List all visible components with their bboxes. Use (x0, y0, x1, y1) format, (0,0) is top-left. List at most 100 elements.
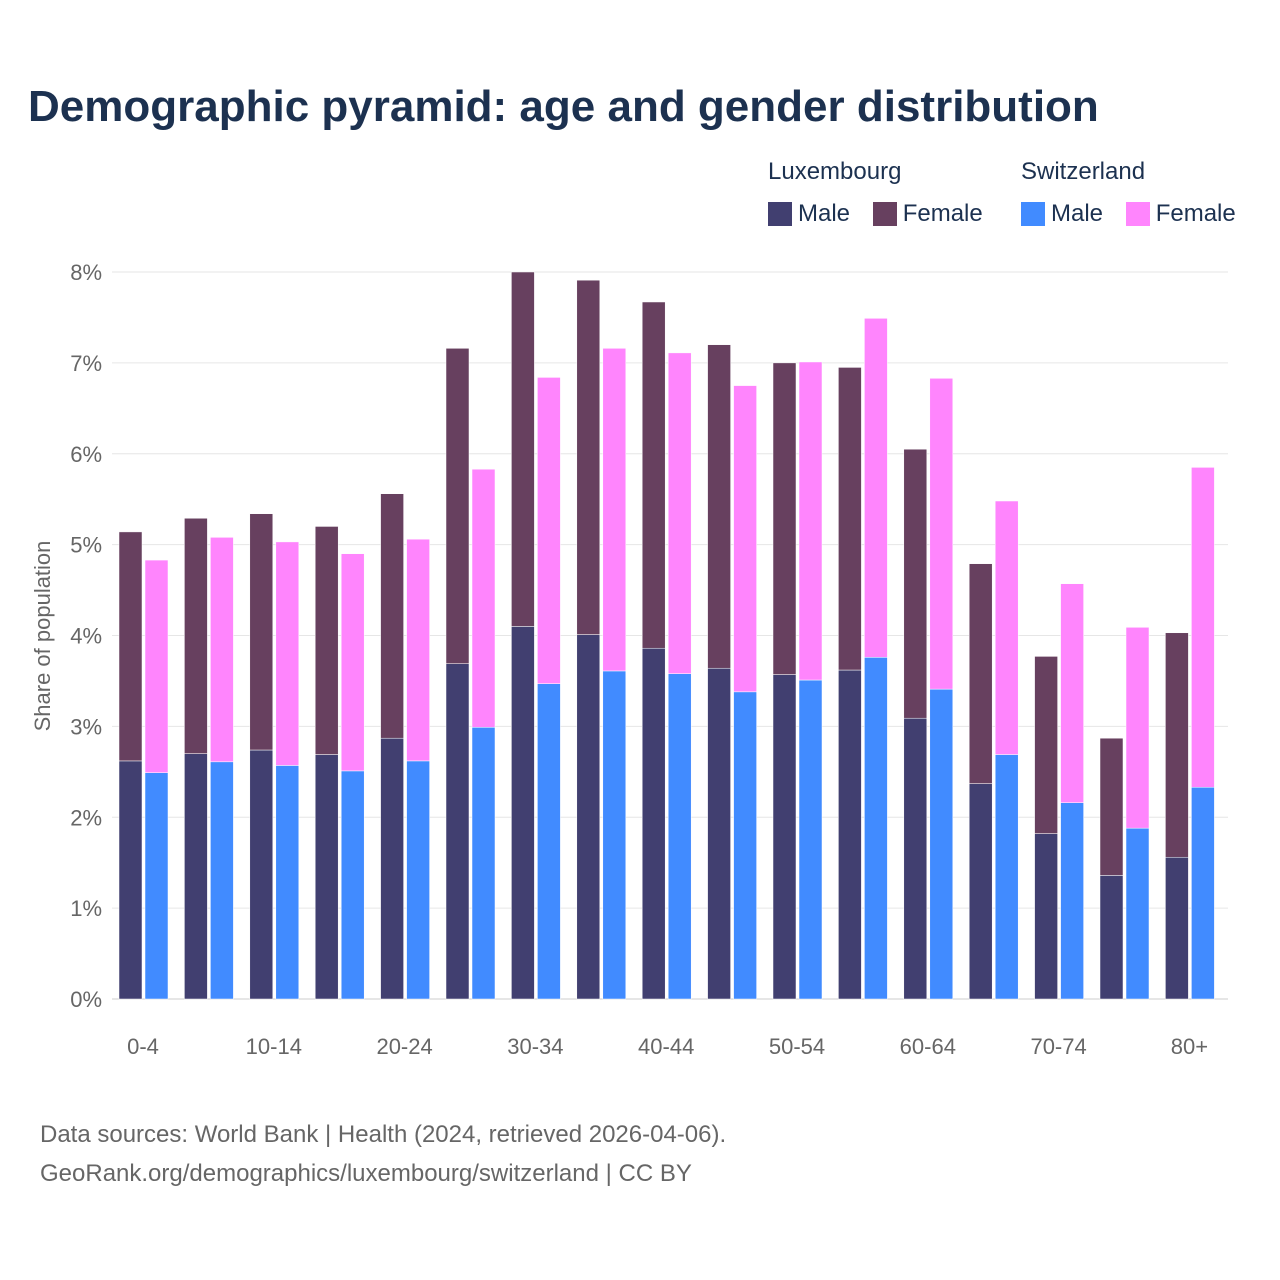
legend-item: Female (1125, 200, 1236, 228)
bar-switzerland-male (1060, 802, 1084, 1000)
x-tick-label: 30-34 (507, 1034, 563, 1059)
bar-switzerland-male (602, 670, 627, 1000)
bar-luxembourg-male (772, 674, 797, 1000)
y-axis-label: Share of population (30, 541, 55, 732)
bar-switzerland-female (667, 352, 692, 674)
legend-label: Female (1155, 200, 1236, 227)
bar-switzerland-female (733, 385, 757, 693)
bar-switzerland-male (275, 765, 300, 1000)
bar-switzerland-male (1125, 827, 1150, 1000)
legend-label: Female (902, 200, 983, 227)
bar-switzerland-male (537, 683, 561, 1000)
y-tick-label: 2% (70, 805, 102, 830)
bar-switzerland-male (340, 770, 365, 1000)
bar-luxembourg-female (380, 493, 404, 739)
y-tick-label: 6% (70, 442, 102, 467)
bar-switzerland-female (210, 537, 234, 763)
y-tick-label: 5% (70, 533, 102, 558)
bar-switzerland-male (406, 760, 430, 1000)
bar-luxembourg-female (968, 563, 993, 784)
bar-switzerland-male (798, 679, 823, 1000)
bar-luxembourg-male (445, 663, 470, 1000)
bar-luxembourg-male (314, 754, 339, 1000)
bar-luxembourg-male (184, 753, 208, 1000)
bar-luxembourg-male (380, 737, 404, 1000)
bar-luxembourg-female (1165, 632, 1189, 858)
y-tick-label: 4% (70, 624, 102, 649)
legend-label: Male (798, 200, 851, 227)
bar-switzerland-female (864, 318, 888, 658)
legend-luxembourg: Luxembourg Male Female (768, 158, 999, 233)
legend-label: Male (1051, 200, 1104, 227)
y-tick-label: 7% (70, 351, 102, 376)
source-link[interactable]: GeoRank.org/demographics/luxembourg/swit… (40, 1160, 692, 1187)
x-tick-label: 50-54 (769, 1034, 825, 1059)
bar-switzerland-male (994, 754, 1019, 1000)
y-tick-label: 8% (70, 260, 102, 285)
bar-luxembourg-female (576, 279, 601, 635)
bar-luxembourg-male (1034, 833, 1058, 1000)
bar-switzerland-male (1191, 787, 1215, 1000)
bar-luxembourg-female (314, 526, 339, 755)
y-tick-label: 1% (70, 896, 102, 921)
bar-luxembourg-female (641, 301, 666, 649)
bar-luxembourg-male (1165, 856, 1189, 1000)
x-tick-label: 80+ (1171, 1034, 1208, 1059)
bar-luxembourg-male (641, 647, 666, 1000)
bar-luxembourg-female (445, 348, 470, 664)
x-tick-label: 70-74 (1030, 1034, 1086, 1059)
x-tick-label: 10-14 (246, 1034, 302, 1059)
bar-switzerland-female (144, 559, 169, 773)
bar-switzerland-male (144, 772, 169, 1000)
bar-switzerland-female (406, 538, 430, 762)
bar-luxembourg-male (707, 667, 731, 1000)
x-tick-label: 60-64 (900, 1034, 956, 1059)
bar-switzerland-male (929, 688, 954, 1000)
source-line: Data sources: World Bank | Health (2024,… (40, 1121, 727, 1148)
bar-switzerland-female (1125, 627, 1150, 829)
legend-switzerland: Switzerland Male Female (1021, 158, 1236, 233)
bar-switzerland-male (471, 727, 496, 1000)
bar-switzerland-female (471, 468, 496, 728)
bar-luxembourg-male (118, 760, 143, 1000)
bar-luxembourg-male (838, 669, 862, 1000)
bar-luxembourg-male (903, 717, 928, 1000)
bar-switzerland-male (210, 761, 234, 1000)
y-tick-label: 3% (70, 714, 102, 739)
y-tick-label: 0% (70, 987, 102, 1012)
bar-luxembourg-female (838, 367, 862, 671)
bar-luxembourg-female (118, 531, 143, 762)
bar-luxembourg-male (968, 783, 993, 1000)
bar-switzerland-female (1060, 583, 1084, 803)
bar-switzerland-male (667, 673, 692, 1000)
legend-item: Female (872, 200, 983, 228)
bar-switzerland-female (602, 348, 627, 672)
legend-swatch (872, 202, 897, 226)
x-tick-label: 20-24 (376, 1034, 432, 1059)
bar-switzerland-female (340, 553, 365, 772)
source-note: Data sources: World Bank | Health (2024,… (40, 1115, 726, 1193)
x-tick-label: 0-4 (127, 1034, 159, 1059)
bar-luxembourg-female (903, 448, 928, 719)
x-tick-label: 40-44 (638, 1034, 694, 1059)
bar-luxembourg-male (1099, 875, 1124, 1000)
bar-luxembourg-female (772, 362, 797, 675)
plot-area: 0% 1% 2% 3% 4% 5% 6% 7% 8% Share of population 0-4… (30, 260, 1228, 1059)
bar-switzerland-female (994, 500, 1019, 755)
legend-item: Male (1021, 200, 1103, 228)
bar-luxembourg-female (1099, 737, 1124, 876)
legend-swatch (1125, 202, 1150, 226)
bar-switzerland-female (275, 541, 300, 766)
legend-item: Male (768, 200, 850, 228)
bar-switzerland-male (733, 691, 757, 1000)
bar-luxembourg-male (249, 749, 274, 1000)
bar-luxembourg-male (576, 634, 601, 1000)
bar-switzerland-female (1191, 467, 1215, 788)
bar-luxembourg-female (184, 518, 208, 754)
legend-swatch (1021, 202, 1045, 226)
bar-switzerland-female (798, 361, 823, 681)
legend-swatch (768, 202, 792, 226)
bar-luxembourg-female (1034, 656, 1058, 834)
chart-title: Demographic pyramid: age and gender dist… (28, 82, 1099, 131)
